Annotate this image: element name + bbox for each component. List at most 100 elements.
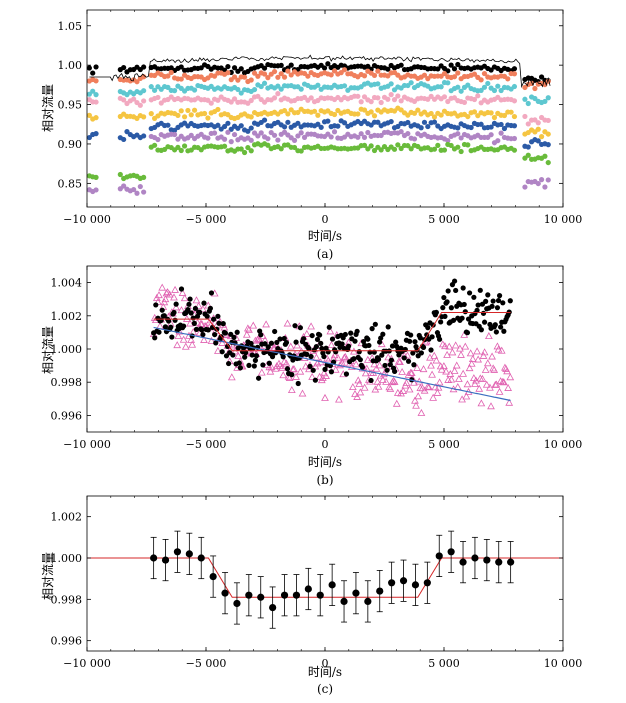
b-triangle xyxy=(405,385,414,393)
b-triangle xyxy=(423,382,432,390)
a-point-pink xyxy=(461,99,468,106)
a-point-green xyxy=(511,147,518,153)
b-circle xyxy=(205,327,211,333)
b-triangle xyxy=(473,347,481,355)
a-point-violet xyxy=(488,132,494,138)
b-circle xyxy=(339,341,345,347)
b-circle xyxy=(237,365,243,371)
a-point-cyan xyxy=(445,80,451,86)
a-point-cyan xyxy=(165,84,171,90)
a-point-pink xyxy=(441,94,448,100)
a-point-violet xyxy=(188,132,194,138)
a-point-yellow xyxy=(215,106,221,113)
b-circle xyxy=(343,371,350,377)
b-triangle xyxy=(207,336,216,344)
a-point-violet xyxy=(137,183,143,190)
a-point-black xyxy=(261,65,268,71)
a-point-yellow xyxy=(295,109,301,116)
b-circle xyxy=(168,324,174,330)
b-triangle xyxy=(402,378,411,386)
a-point-green xyxy=(398,145,404,152)
a-point-pink xyxy=(255,93,261,99)
b-circle xyxy=(171,309,177,316)
b-circle xyxy=(314,336,321,343)
a-point-violet xyxy=(251,130,258,136)
a-point-orange xyxy=(375,68,381,74)
b-circle xyxy=(477,287,483,293)
b-circle xyxy=(248,340,254,347)
b-triangle xyxy=(251,336,260,344)
b-circle xyxy=(307,363,313,369)
a-point-violet xyxy=(358,131,364,137)
b-circle xyxy=(211,316,217,322)
b-triangle xyxy=(177,306,186,314)
b-circle xyxy=(293,339,299,345)
c-ytick-label: 0.998 xyxy=(51,593,83,606)
a-point-pink xyxy=(231,96,238,102)
b-circle xyxy=(321,353,327,360)
b-triangle xyxy=(496,377,505,385)
b-triangle xyxy=(315,372,324,380)
a-point-orange xyxy=(285,68,291,74)
b-triangle xyxy=(298,389,307,397)
c-data-point xyxy=(352,589,360,597)
a-point-black xyxy=(435,66,441,72)
b-circle xyxy=(401,355,407,361)
a-point-green xyxy=(291,144,298,151)
a-point-yellow xyxy=(371,113,378,119)
b-triangle xyxy=(187,335,196,343)
b-triangle xyxy=(412,401,420,409)
c-data-point xyxy=(376,587,384,595)
a-point-blue xyxy=(455,125,461,131)
a-point-cyan xyxy=(171,88,178,94)
c-data-point xyxy=(483,556,491,564)
b-circle xyxy=(495,297,502,304)
a-point-black xyxy=(178,64,184,70)
b-circle xyxy=(236,360,242,366)
b-circle xyxy=(188,310,194,316)
b-circle xyxy=(464,330,471,336)
c-data-point xyxy=(316,591,324,599)
a-point-pink xyxy=(471,96,478,103)
b-triangle xyxy=(441,342,449,350)
a-point-pink xyxy=(275,91,281,97)
a-point-violet xyxy=(355,134,361,140)
b-triangle xyxy=(479,351,488,359)
b-circle xyxy=(501,328,507,334)
b-circle xyxy=(265,344,271,350)
b-circle xyxy=(284,366,291,372)
b-triangle xyxy=(492,380,501,388)
a-point-cyan xyxy=(388,81,394,87)
a-point-orange xyxy=(178,76,184,82)
b-triangle xyxy=(227,373,236,381)
a-point-yellow xyxy=(368,109,374,115)
a-point-violet xyxy=(522,184,528,190)
a-point-blue xyxy=(375,119,381,125)
a-point-green xyxy=(545,159,551,166)
a-point-green xyxy=(238,146,244,152)
a-point-cyan xyxy=(191,87,198,93)
a-point-violet xyxy=(155,136,161,143)
b-circle xyxy=(329,336,336,342)
b-triangle xyxy=(234,351,243,359)
a-point-blue xyxy=(325,118,331,124)
b-triangle xyxy=(466,349,475,357)
b-circle xyxy=(378,335,384,341)
c-data-point xyxy=(388,579,396,587)
b-triangle xyxy=(279,371,288,379)
b-triangle xyxy=(302,329,311,337)
b-triangle xyxy=(293,341,302,349)
a-point-cyan xyxy=(235,86,241,93)
b-triangle xyxy=(192,296,201,304)
a-point-black xyxy=(141,64,147,70)
b-circle xyxy=(450,317,457,323)
a-point-blue xyxy=(141,133,147,139)
b-circle xyxy=(272,328,278,335)
c-data-point xyxy=(185,550,193,558)
b-triangle xyxy=(390,377,399,385)
a-point-yellow xyxy=(508,109,514,115)
b-triangle xyxy=(292,372,300,380)
b-circle xyxy=(359,364,366,370)
b-triangle xyxy=(262,320,270,328)
b-circle xyxy=(461,301,467,308)
